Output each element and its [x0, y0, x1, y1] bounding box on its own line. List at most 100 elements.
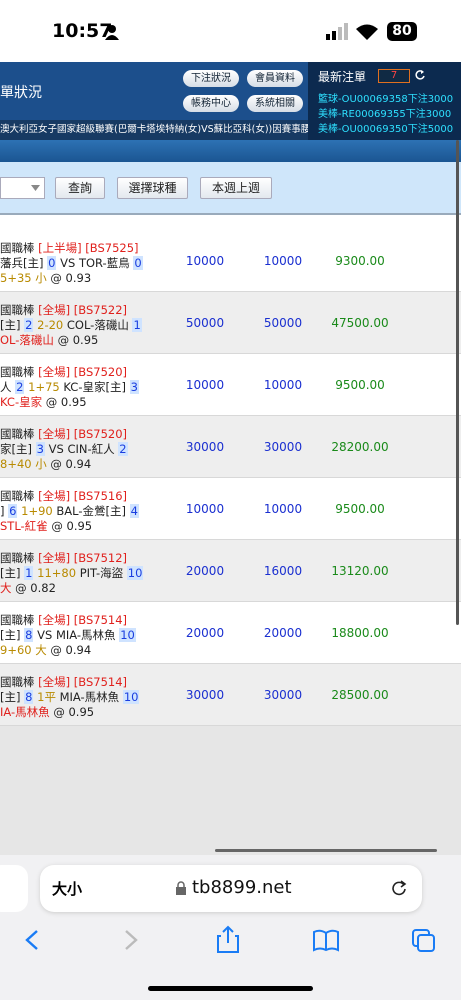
away-team: CIN-紅人 — [67, 442, 115, 456]
filter-button[interactable]: 選擇球種 — [117, 177, 188, 199]
home-score: 3 — [35, 442, 45, 456]
away-score: 10 — [122, 690, 140, 704]
nav-button[interactable]: 下注狀況 — [183, 70, 239, 87]
amount: 10000 — [185, 378, 225, 392]
handicap: VS — [48, 442, 64, 456]
home-score: 0 — [47, 256, 57, 270]
bet-row: 國職棒 [全場] [BS7512] [主] 1 11+80 PIT-海盜 10 大 … — [0, 540, 461, 602]
bookmarks[interactable] — [313, 929, 339, 952]
toolbar — [25, 925, 435, 953]
game-code: [BS7525] — [85, 241, 139, 255]
bet-line: 國職棒 [全場] [BS7522] — [0, 302, 127, 318]
home-score: 6 — [8, 504, 18, 518]
away-score: 10 — [119, 628, 136, 642]
text-size[interactable]: 大小 — [52, 880, 83, 898]
bet-line: 人 2 1+75 KC-皇家[主] 3 — [0, 379, 139, 395]
amount: 20000 — [185, 564, 225, 578]
bet-line: IA-馬林魚 @ 0.95 — [0, 704, 94, 720]
pick: 9+60 大 — [0, 643, 47, 657]
bet-row: 國職棒 [全場] [BS7514] [主] 8 1平 MIA-馬林魚 10 IA-馬… — [0, 664, 461, 726]
league: 國職棒 — [0, 365, 35, 379]
address-bar[interactable]: 大小 tb8899.net — [40, 865, 422, 912]
filter-button[interactable]: 查詢 — [55, 177, 105, 199]
latest-count: 7 — [378, 69, 410, 83]
bet-line: 國職棒 [全場] [BS7514] — [0, 674, 127, 690]
bet-row: 國職棒 [全場] [BS7514] [主] 8 VS MIA-馬林魚 10 9+60… — [0, 602, 461, 664]
bet-line: 國職棒 [全場] [BS7514] — [0, 612, 127, 628]
win-amount: 18800.00 — [331, 626, 389, 640]
game-code: [BS7520] — [73, 427, 128, 441]
bet-line: 國職棒 [全場] [BS7520] — [0, 364, 127, 380]
home-team: [主] — [0, 690, 21, 704]
bet-line: 5+35 小 @ 0.93 — [0, 270, 91, 286]
header-title: 單狀況 — [0, 85, 42, 101]
handicap: 1平 — [37, 690, 56, 704]
period: [全場] — [38, 613, 71, 627]
amount: 50000 — [185, 316, 225, 330]
away-team: MIA-馬林魚 — [55, 628, 116, 642]
nav-button[interactable]: 系統相關 — [247, 95, 303, 112]
pick: KC-皇家 — [0, 395, 43, 409]
league: 國職棒 — [0, 675, 35, 689]
league: 國職棒 — [0, 303, 35, 317]
win-amount: 28500.00 — [331, 688, 389, 702]
home-team: 人 — [0, 380, 12, 394]
nav-button[interactable]: 帳務中心 — [183, 95, 239, 112]
home-score: 1 — [24, 566, 34, 580]
amount: 10000 — [185, 502, 225, 516]
away-score: 3 — [129, 380, 139, 394]
tabs[interactable] — [412, 929, 435, 952]
reload-icon[interactable] — [390, 879, 408, 897]
latest-item: 籃球-OU00069358下注3000 — [318, 94, 454, 105]
back[interactable] — [25, 930, 38, 950]
valid-amount: 10000 — [263, 378, 303, 392]
valid-amount: 20000 — [263, 626, 303, 640]
handicap: VS — [37, 628, 53, 642]
latest-item: 美棒-OU00069350下注5000 — [318, 124, 454, 135]
win-amount: 9500.00 — [335, 502, 385, 516]
forward[interactable] — [125, 930, 138, 950]
nav-button[interactable]: 會員資料 — [247, 70, 303, 87]
ticker: 澳大利亞女子國家超級聯賽(巴爾卡塔埃特納(女)VS蘇比亞科(女))因賽事腰 — [0, 120, 308, 140]
bet-line: [主] 1 11+80 PIT-海盜 10 — [0, 565, 144, 581]
battery: 80 — [387, 22, 417, 41]
handicap: 2-20 — [37, 318, 64, 332]
filter-button[interactable]: 本週上週 — [200, 177, 272, 199]
bet-line: 9+60 大 @ 0.94 — [0, 642, 91, 658]
share[interactable] — [217, 925, 239, 953]
latest-title: 最新注單 — [318, 70, 367, 84]
lock-icon — [176, 881, 186, 895]
league: 國職棒 — [0, 489, 35, 503]
away-score: 1 — [132, 318, 142, 332]
amount: 30000 — [185, 440, 225, 454]
bet-line: [主] 2 2-20 COL-落磯山 1 — [0, 317, 142, 333]
odds: @ 0.95 — [57, 333, 99, 347]
game-code: [BS7514] — [73, 613, 128, 627]
away-team: BAL-金鶯[主] — [56, 504, 126, 518]
valid-amount: 50000 — [263, 316, 303, 330]
odds: @ 0.93 — [50, 271, 92, 285]
browser-bar: 大小 tb8899.net — [0, 855, 461, 1000]
period: [全場] — [38, 551, 71, 565]
home-indicator — [148, 986, 313, 991]
refresh-icon[interactable] — [414, 69, 426, 81]
select-box[interactable] — [0, 177, 45, 199]
amount: 10000 — [185, 254, 225, 268]
tab-pill[interactable] — [0, 865, 28, 912]
bet-line: STL-紅雀 @ 0.95 — [0, 518, 92, 534]
h-scrollbar — [215, 849, 437, 852]
away-team: COL-落磯山 — [66, 318, 129, 332]
game-code: [BS7512] — [73, 551, 128, 565]
game-code: [BS7516] — [73, 489, 128, 503]
bet-line: 國職棒 [全場] [BS7516] — [0, 488, 127, 504]
bet-row: 國職棒 [全場] [BS7520] 人 2 1+75 KC-皇家[主] 3 KC-皇… — [0, 354, 461, 416]
odds: @ 0.95 — [53, 705, 95, 719]
period: [全場] — [38, 303, 71, 317]
league: 國職棒 — [0, 427, 35, 441]
bet-line: [主] 8 VS MIA-馬林魚 10 — [0, 627, 136, 643]
latest-item: 美棒-RE00069355下注3000 — [318, 109, 452, 120]
odds: @ 0.94 — [50, 643, 92, 657]
status-bar: 10:57 80 — [0, 0, 461, 62]
period: [全場] — [38, 675, 71, 689]
bet-line: 8+40 小 @ 0.94 — [0, 456, 91, 472]
